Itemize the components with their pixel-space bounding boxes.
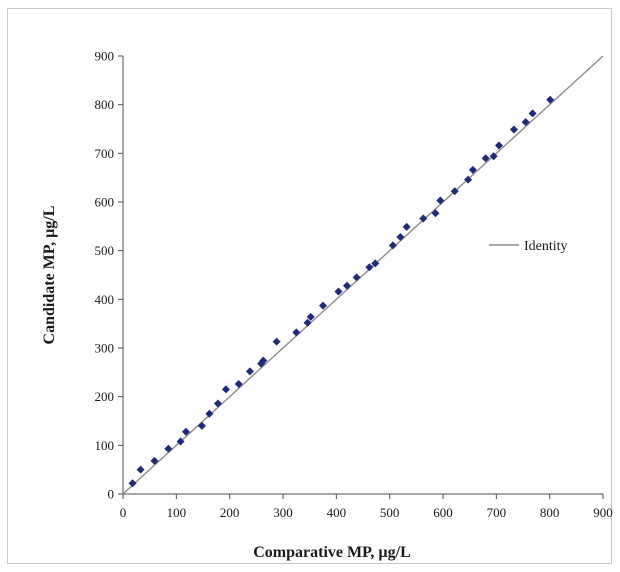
data-point bbox=[334, 287, 343, 296]
y-tick-label: 900 bbox=[95, 49, 115, 64]
data-point bbox=[319, 301, 327, 310]
x-tick-label: 500 bbox=[380, 505, 400, 520]
data-point bbox=[436, 196, 445, 205]
data-points bbox=[122, 55, 604, 495]
data-point bbox=[292, 328, 301, 337]
data-point bbox=[234, 380, 243, 389]
data-point bbox=[431, 209, 440, 218]
x-tick-label: 400 bbox=[327, 505, 347, 520]
data-point bbox=[388, 241, 397, 250]
data-point bbox=[489, 152, 498, 161]
data-point bbox=[245, 367, 254, 376]
data-point bbox=[136, 465, 145, 474]
data-point bbox=[352, 273, 361, 282]
y-tick-label: 200 bbox=[95, 389, 115, 404]
x-tick-label: 800 bbox=[540, 505, 560, 520]
data-point bbox=[205, 409, 214, 418]
chart-frame bbox=[7, 8, 612, 564]
y-tick-label: 400 bbox=[95, 292, 115, 307]
x-axis-title: Comparative MP, µg/L bbox=[253, 544, 411, 561]
x-tick-label: 700 bbox=[487, 505, 507, 520]
data-point bbox=[150, 456, 159, 465]
y-tick-label: 300 bbox=[95, 341, 115, 356]
data-point bbox=[365, 263, 374, 272]
data-point bbox=[197, 421, 206, 430]
legend-label-identity: Identity bbox=[524, 239, 568, 254]
data-point bbox=[450, 187, 459, 196]
data-point bbox=[259, 356, 268, 365]
data-point bbox=[468, 165, 477, 174]
y-tick-label: 0 bbox=[108, 487, 115, 502]
x-tick-label: 600 bbox=[433, 505, 453, 520]
legend: Identity bbox=[489, 239, 568, 254]
data-point bbox=[306, 312, 315, 321]
x-tick-label: 100 bbox=[167, 505, 187, 520]
data-point bbox=[509, 125, 518, 134]
data-point bbox=[495, 141, 503, 150]
data-point bbox=[164, 444, 173, 453]
x-tick-label: 200 bbox=[220, 505, 240, 520]
data-point bbox=[481, 154, 490, 163]
data-point bbox=[464, 175, 473, 184]
data-point bbox=[343, 281, 351, 290]
data-point bbox=[303, 318, 312, 327]
data-point bbox=[221, 385, 230, 394]
data-point bbox=[371, 259, 380, 268]
y-tick-label: 600 bbox=[95, 195, 115, 210]
data-point bbox=[521, 118, 530, 127]
data-point bbox=[272, 337, 281, 346]
y-tick-label: 700 bbox=[95, 146, 115, 161]
y-tick-label: 100 bbox=[95, 438, 115, 453]
data-point bbox=[181, 427, 190, 436]
y-tick-label: 800 bbox=[95, 97, 115, 112]
data-point bbox=[419, 214, 428, 223]
data-point bbox=[128, 479, 137, 488]
x-tick-label: 0 bbox=[120, 505, 127, 520]
data-point bbox=[396, 233, 405, 242]
data-point bbox=[213, 399, 222, 408]
data-point bbox=[176, 437, 185, 446]
data-point bbox=[546, 95, 555, 104]
y-tick-label: 500 bbox=[95, 243, 115, 258]
axes: 0 100 200 300 400 500 600 700 800 900 0 100 200 300 40… bbox=[95, 49, 613, 521]
x-tick-label: 300 bbox=[273, 505, 293, 520]
x-tick-label: 900 bbox=[593, 505, 613, 520]
y-axis-title: Candidate MP, µg/L bbox=[41, 206, 58, 345]
identity-line bbox=[122, 55, 604, 495]
data-point bbox=[402, 222, 411, 231]
data-point bbox=[528, 109, 537, 118]
